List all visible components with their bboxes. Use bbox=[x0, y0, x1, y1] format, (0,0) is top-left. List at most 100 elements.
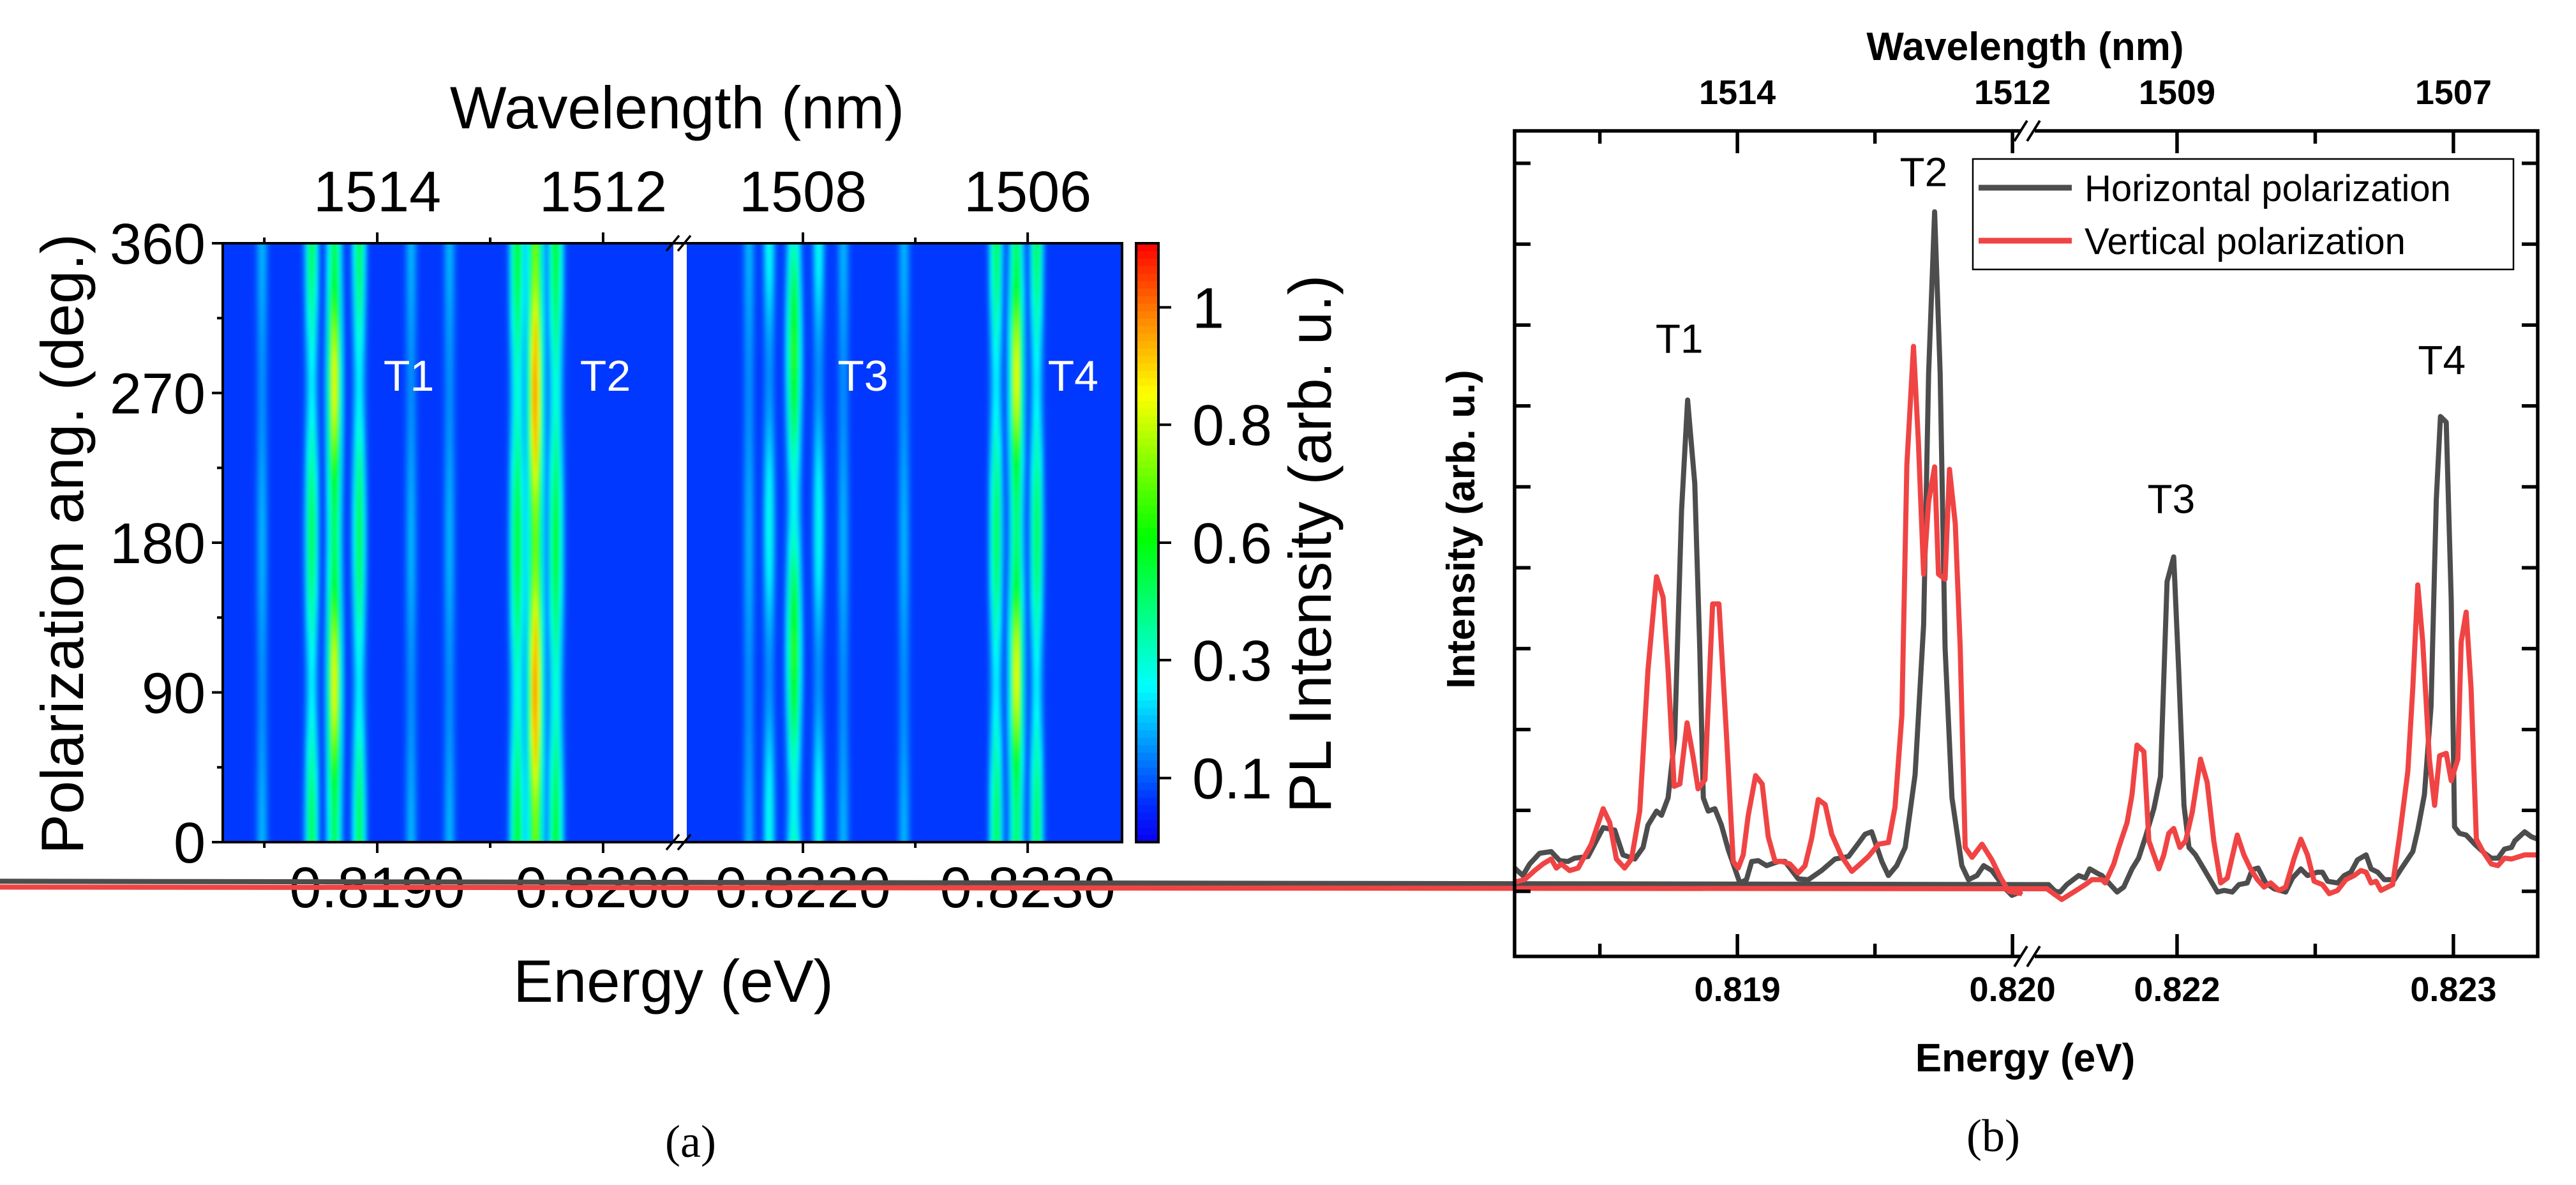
heatmap-cell bbox=[315, 243, 318, 244]
heatmap-cell bbox=[338, 792, 341, 805]
heatmap-cell bbox=[228, 430, 231, 444]
heatmap-cell bbox=[281, 605, 285, 618]
heatmap-cell bbox=[299, 829, 303, 842]
heatmap-cell bbox=[333, 630, 336, 643]
heatmap-cell bbox=[271, 530, 274, 543]
heatmap-cell bbox=[432, 368, 435, 381]
heatmap-cell bbox=[330, 280, 333, 294]
heatmap-cell bbox=[368, 742, 371, 755]
heatmap-cell bbox=[233, 530, 236, 543]
heatmap-cell bbox=[243, 755, 246, 768]
heatmap-cell bbox=[213, 318, 216, 331]
heatmap-cell bbox=[373, 680, 377, 693]
heatmap-cell bbox=[248, 255, 251, 269]
heatmap-cell bbox=[458, 467, 461, 481]
heatmap-cell bbox=[465, 442, 468, 456]
heatmap-cell bbox=[376, 780, 379, 793]
heatmap-cell bbox=[271, 505, 274, 518]
heatmap-cell bbox=[389, 480, 392, 494]
heatmap-cell bbox=[437, 368, 440, 381]
heatmap-cell bbox=[304, 343, 308, 356]
heatmap-cell bbox=[218, 405, 221, 418]
heatmap-cell bbox=[269, 667, 272, 681]
heatmap-cell bbox=[213, 568, 216, 580]
heatmap-cell bbox=[353, 543, 356, 556]
heatmap-cell bbox=[412, 804, 415, 818]
heatmap-cell bbox=[391, 268, 394, 282]
heatmap-cell bbox=[294, 642, 297, 656]
heatmap-cell bbox=[269, 842, 272, 855]
heatmap-cell bbox=[248, 280, 251, 294]
heatmap-cell bbox=[276, 517, 280, 531]
heatmap-cell bbox=[292, 505, 295, 518]
heatmap-cell bbox=[281, 617, 285, 631]
heatmap-cell bbox=[460, 381, 463, 394]
heatmap-cell bbox=[373, 318, 377, 331]
heatmap-cell bbox=[333, 605, 336, 618]
heatmap-cell bbox=[356, 455, 359, 469]
heatmap-cell bbox=[338, 630, 341, 643]
heatmap-cell bbox=[384, 667, 387, 681]
heatmap-cell bbox=[213, 306, 216, 319]
heatmap-cell bbox=[384, 555, 387, 568]
heatmap-cell bbox=[312, 654, 315, 668]
heatmap-cell bbox=[399, 492, 402, 506]
heatmap-cell bbox=[223, 642, 226, 656]
heatmap-cell bbox=[266, 455, 269, 469]
heatmap-cell bbox=[356, 804, 359, 818]
heatmap-cell bbox=[463, 492, 466, 506]
heatmap-cell bbox=[233, 580, 236, 593]
heatmap-cell bbox=[340, 780, 343, 793]
heatmap-cell bbox=[414, 243, 417, 244]
heatmap-cell bbox=[312, 305, 315, 319]
heatmap-cell bbox=[399, 355, 402, 368]
heatmap-cell bbox=[376, 817, 379, 830]
heatmap-cell bbox=[225, 418, 228, 431]
heatmap-cell bbox=[310, 467, 313, 481]
heatmap-cell bbox=[399, 755, 402, 768]
heatmap-cell bbox=[215, 430, 218, 443]
heatmap-cell bbox=[460, 717, 463, 730]
heatmap-cell bbox=[394, 355, 397, 368]
heatmap-cell bbox=[243, 705, 246, 718]
heatmap-cell bbox=[312, 255, 315, 269]
heatmap-cell bbox=[215, 468, 218, 481]
heatmap-cell bbox=[378, 705, 382, 718]
heatmap-cell bbox=[437, 381, 440, 394]
heatmap-cell bbox=[248, 393, 251, 406]
heatmap-cell bbox=[289, 580, 292, 593]
heatmap-cell bbox=[284, 654, 287, 668]
heatmap-cell bbox=[340, 804, 343, 818]
heatmap-cell bbox=[269, 580, 272, 593]
heatmap-cell bbox=[378, 368, 382, 381]
heatmap-cell bbox=[215, 718, 218, 730]
heatmap-cell bbox=[238, 642, 241, 656]
heatmap-cell bbox=[218, 580, 221, 593]
heatmap-cell bbox=[307, 568, 310, 581]
heatmap-cell bbox=[274, 280, 277, 294]
heatmap-cell bbox=[256, 642, 259, 656]
heatmap-cell bbox=[465, 405, 468, 419]
heatmap-cell bbox=[350, 642, 354, 656]
heatmap-cell bbox=[445, 817, 448, 830]
heatmap-cell bbox=[289, 667, 292, 681]
heatmap-cell bbox=[225, 792, 228, 805]
heatmap-cell bbox=[366, 368, 369, 381]
heatmap-cell bbox=[233, 305, 236, 319]
heatmap-cell bbox=[333, 680, 336, 693]
heatmap-cell bbox=[453, 617, 456, 631]
heatmap-cell bbox=[276, 642, 280, 656]
heatmap-cell bbox=[256, 368, 259, 381]
heatmap-cell bbox=[271, 717, 274, 730]
heatmap-cell bbox=[289, 530, 292, 543]
heatmap-cell bbox=[384, 393, 387, 406]
heatmap-cell bbox=[284, 318, 287, 331]
heatmap-cell bbox=[230, 442, 234, 456]
heatmap-cell bbox=[419, 654, 423, 668]
heatmap-cell bbox=[381, 530, 384, 543]
heatmap-cell bbox=[381, 318, 384, 331]
heatmap-cell bbox=[460, 330, 463, 343]
heatmap-cell bbox=[294, 667, 297, 681]
heatmap-cell bbox=[246, 717, 249, 730]
heatmap-cell bbox=[304, 692, 308, 706]
